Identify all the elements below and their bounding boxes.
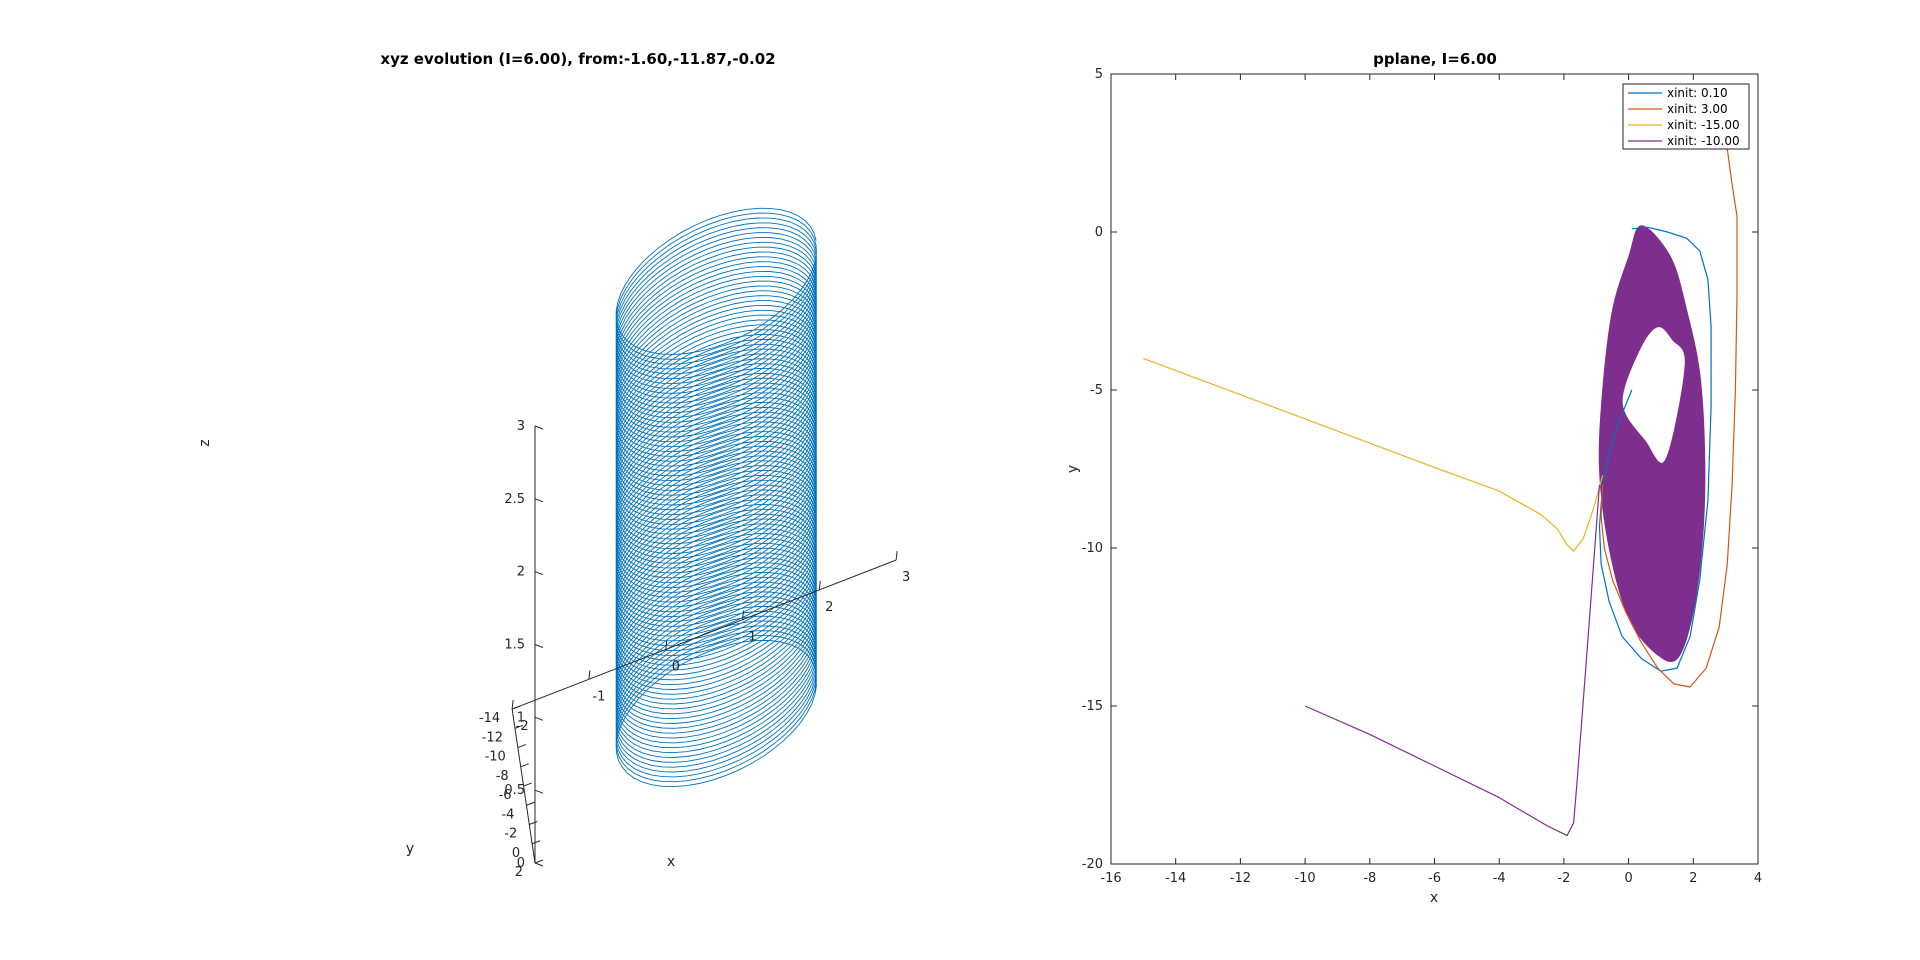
y-tick-label-3d: -2 (504, 827, 517, 842)
z-tick-label: 1 (517, 710, 525, 725)
y-tick-mark-3d (534, 859, 544, 864)
y-tick-label: -5 (1090, 383, 1103, 398)
z-tick-label: 0.5 (504, 783, 525, 798)
x-tick-label: -8 (1363, 871, 1376, 886)
y-tick-mark-3d (531, 840, 541, 845)
x-tick-label: 0 (1624, 871, 1632, 886)
y-tick-label-3d: -4 (501, 807, 514, 822)
y-axis-label: y (1065, 465, 1081, 473)
x-tick-label: 2 (1689, 871, 1697, 886)
z-tick-label: 0 (517, 856, 525, 871)
x-tick-label-3d: 3 (902, 570, 910, 585)
y-tick-label: -20 (1082, 857, 1103, 872)
z-tick-mark (534, 498, 544, 503)
legend-entry-1: xinit: 3.00 (1667, 102, 1728, 116)
legend-entry-2: xinit: -15.00 (1667, 118, 1740, 132)
y-tick-label-3d: -6 (499, 788, 512, 803)
series-line-1 (1600, 137, 1738, 688)
x-tick-label: -12 (1230, 871, 1251, 886)
z-axis-label: z (197, 439, 213, 446)
z-tick-label: 3 (517, 419, 525, 434)
x-tick-mark-3d (511, 700, 514, 710)
y-tick-label: -10 (1082, 541, 1103, 556)
x-tick-label-3d: 2 (825, 600, 833, 615)
z-tick-label: 2.5 (504, 492, 525, 507)
y-tick-mark-3d (529, 821, 538, 825)
y-tick-mark-3d (523, 782, 532, 787)
x-axis-line-3d (511, 559, 897, 710)
x-tick-label: -6 (1428, 871, 1441, 886)
trajectory-3d-line (615, 207, 817, 788)
series-line-2 (1143, 357, 1604, 552)
x-tick-label: -10 (1294, 871, 1315, 886)
x-axis-label: x (1430, 890, 1438, 906)
x-tick-mark-3d (818, 580, 821, 590)
legend-entry-0: xinit: 0.10 (1667, 86, 1728, 100)
y-tick-mark-3d (511, 705, 521, 710)
y-tick-mark-3d (517, 744, 527, 749)
y-tick-mark-3d (514, 724, 524, 729)
y-axis-label-3d: y (406, 841, 414, 857)
x-tick-label-3d: -1 (592, 689, 605, 704)
pplane-ticks: -16 -14 -12 -10 -8 -6 -4 -2 0 2 4-20-15-10-505 (1082, 67, 1762, 886)
y-tick-label: 5 (1095, 67, 1103, 82)
z-tick-mark (534, 571, 544, 576)
z-tick-mark (534, 644, 544, 648)
z-tick-mark (534, 716, 544, 721)
z-tick-label: 1.5 (504, 637, 525, 652)
y-tick-label-3d: 2 (515, 865, 523, 880)
trajectory-3d-group (615, 207, 817, 788)
pplane-chart-title: pplane, I=6.00 (1373, 50, 1497, 68)
y-tick-mark-3d (526, 801, 535, 806)
x-axis-label-3d: x (667, 854, 675, 870)
x-tick-label-3d: 1 (748, 630, 756, 645)
x-tick-mark-3d (588, 670, 591, 680)
y-tick-label: -15 (1082, 699, 1103, 714)
z-tick-mark (534, 425, 544, 430)
legend-box (1622, 83, 1750, 150)
y-tick-label: 0 (1095, 225, 1103, 240)
xyz-evolution-plot: xyz evolution (I=6.00), from:-1.60,-11.8… (197, 50, 910, 880)
y-tick-label-3d: -10 (485, 750, 506, 765)
y-tick-label-3d: -12 (482, 730, 503, 745)
x-tick-mark-3d (742, 610, 745, 620)
x-tick-label-3d: -2 (516, 719, 529, 734)
z-tick-mark (534, 862, 544, 867)
legend: xinit: 0.10 xinit: 3.00 xinit: -15.00 xinit… (1622, 83, 1750, 150)
pplane-plot: pplane, I=6.00 -16 -14 -12 -10 -8 -6 -4 -2 0 2 4-2… (1065, 50, 1762, 906)
y-tick-label-3d: 0 (512, 846, 520, 861)
z-tick-mark (534, 789, 544, 794)
x-tick-mark-3d (895, 551, 898, 561)
x-tick-label: 4 (1754, 871, 1762, 886)
x-tick-label: -14 (1165, 871, 1186, 886)
pplane-data-area (1143, 137, 1738, 837)
legend-entry-3: xinit: -10.00 (1667, 134, 1740, 148)
x-tick-label-3d: 0 (672, 659, 680, 674)
y-axis-line-3d (511, 709, 536, 864)
series-line-3 (1304, 484, 1601, 837)
attractor-region (1598, 225, 1706, 662)
y-tick-label-3d: -8 (496, 769, 509, 784)
y-tick-label-3d: -14 (479, 711, 500, 726)
x-tick-label: -2 (1557, 871, 1570, 886)
x-tick-label: -4 (1493, 871, 1506, 886)
z-tick-label: 2 (517, 565, 525, 580)
x-tick-label: -16 (1100, 871, 1121, 886)
xyz-chart-title: xyz evolution (I=6.00), from:-1.60,-11.8… (380, 50, 775, 68)
x-tick-mark-3d (665, 640, 668, 650)
y-tick-mark-3d (520, 763, 529, 768)
